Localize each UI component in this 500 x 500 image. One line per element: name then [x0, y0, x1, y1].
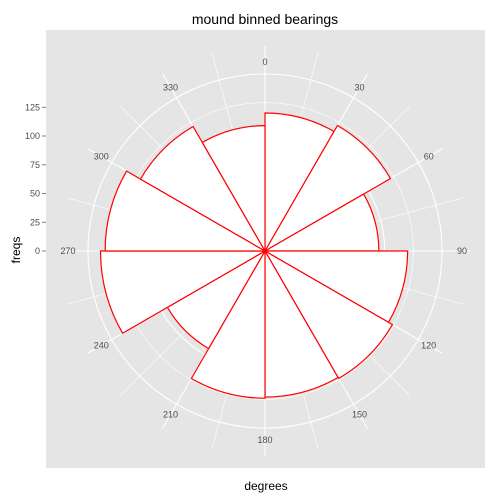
radial-tick-label: 0 — [35, 246, 40, 256]
bar-wedge — [201, 125, 266, 254]
angle-tick-label: 90 — [457, 246, 467, 256]
bars — [99, 112, 409, 399]
y-axis-title: freqs — [9, 237, 23, 264]
bar-wedge — [263, 249, 394, 380]
radial-tick-label: 75 — [30, 160, 40, 170]
angle-tick-label: 180 — [257, 435, 272, 445]
angle-tick-label: 210 — [163, 410, 178, 420]
angle-tick-label: 150 — [352, 410, 367, 420]
radial-tick-label: 50 — [30, 189, 40, 199]
angle-tick-label: 120 — [421, 341, 436, 351]
bar-wedge — [263, 124, 392, 253]
angle-tick-labels: 0 30 60 90 120 150 180 210 240 270 300 330 — [60, 57, 467, 445]
bar-wedge — [104, 170, 268, 252]
angle-tick-label: 0 — [262, 57, 267, 67]
angle-tick-label: 270 — [60, 246, 75, 256]
chart-title: mound binned bearings — [192, 11, 338, 27]
radial-tick-label: 125 — [25, 102, 40, 112]
radial-tick-label: 100 — [25, 131, 40, 141]
angle-tick-label: 330 — [163, 82, 178, 92]
x-axis-title: degrees — [244, 479, 287, 493]
radial-tick-label: 25 — [30, 217, 40, 227]
radial-tick-labels: 0 25 50 75 100 125 — [25, 102, 46, 256]
angle-tick-label: 300 — [94, 152, 109, 162]
bar-wedge — [99, 250, 268, 335]
angle-tick-label: 240 — [94, 341, 109, 351]
bar-wedge — [190, 248, 266, 399]
angle-tick-label: 30 — [354, 82, 364, 92]
bar-wedge — [139, 125, 267, 253]
angle-tick-label: 60 — [424, 152, 434, 162]
